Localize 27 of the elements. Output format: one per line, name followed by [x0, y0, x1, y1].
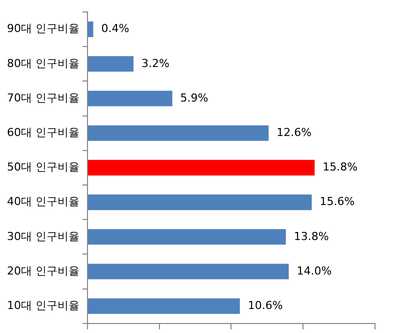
bar: [88, 298, 240, 314]
data-label: 15.8%: [322, 160, 358, 174]
data-label: 13.8%: [294, 230, 329, 243]
data-label: 0.4%: [101, 22, 130, 36]
bar: [88, 264, 289, 280]
y-tick-label: 70대 인구비율: [6, 91, 80, 104]
bar: [88, 22, 94, 38]
data-label: 10.6%: [248, 298, 283, 312]
data-label: 12.6%: [276, 126, 312, 139]
bar: [88, 125, 269, 141]
bar: [88, 90, 172, 106]
bar: [88, 194, 312, 210]
data-label: 15.6%: [320, 195, 355, 208]
y-tick-label: 30대 인구비율: [6, 230, 80, 243]
y-tick-label: 80대 인구비율: [6, 56, 80, 70]
data-label: 5.9%: [180, 91, 208, 104]
y-tick-label: 10대 인구비율: [6, 298, 80, 312]
y-tick-label: 90대 인구비율: [6, 22, 80, 36]
bar: [88, 229, 286, 245]
y-tick-label: 40대 인구비율: [6, 195, 80, 208]
data-label: 3.2%: [141, 56, 170, 70]
bar: [88, 56, 134, 72]
bar: [88, 160, 315, 176]
y-tick-label: 50대 인구비율: [6, 160, 80, 174]
data-label: 14.0%: [296, 264, 332, 278]
y-tick-label: 60대 인구비율: [6, 126, 80, 139]
y-tick-label: 20대 인구비율: [6, 264, 80, 278]
